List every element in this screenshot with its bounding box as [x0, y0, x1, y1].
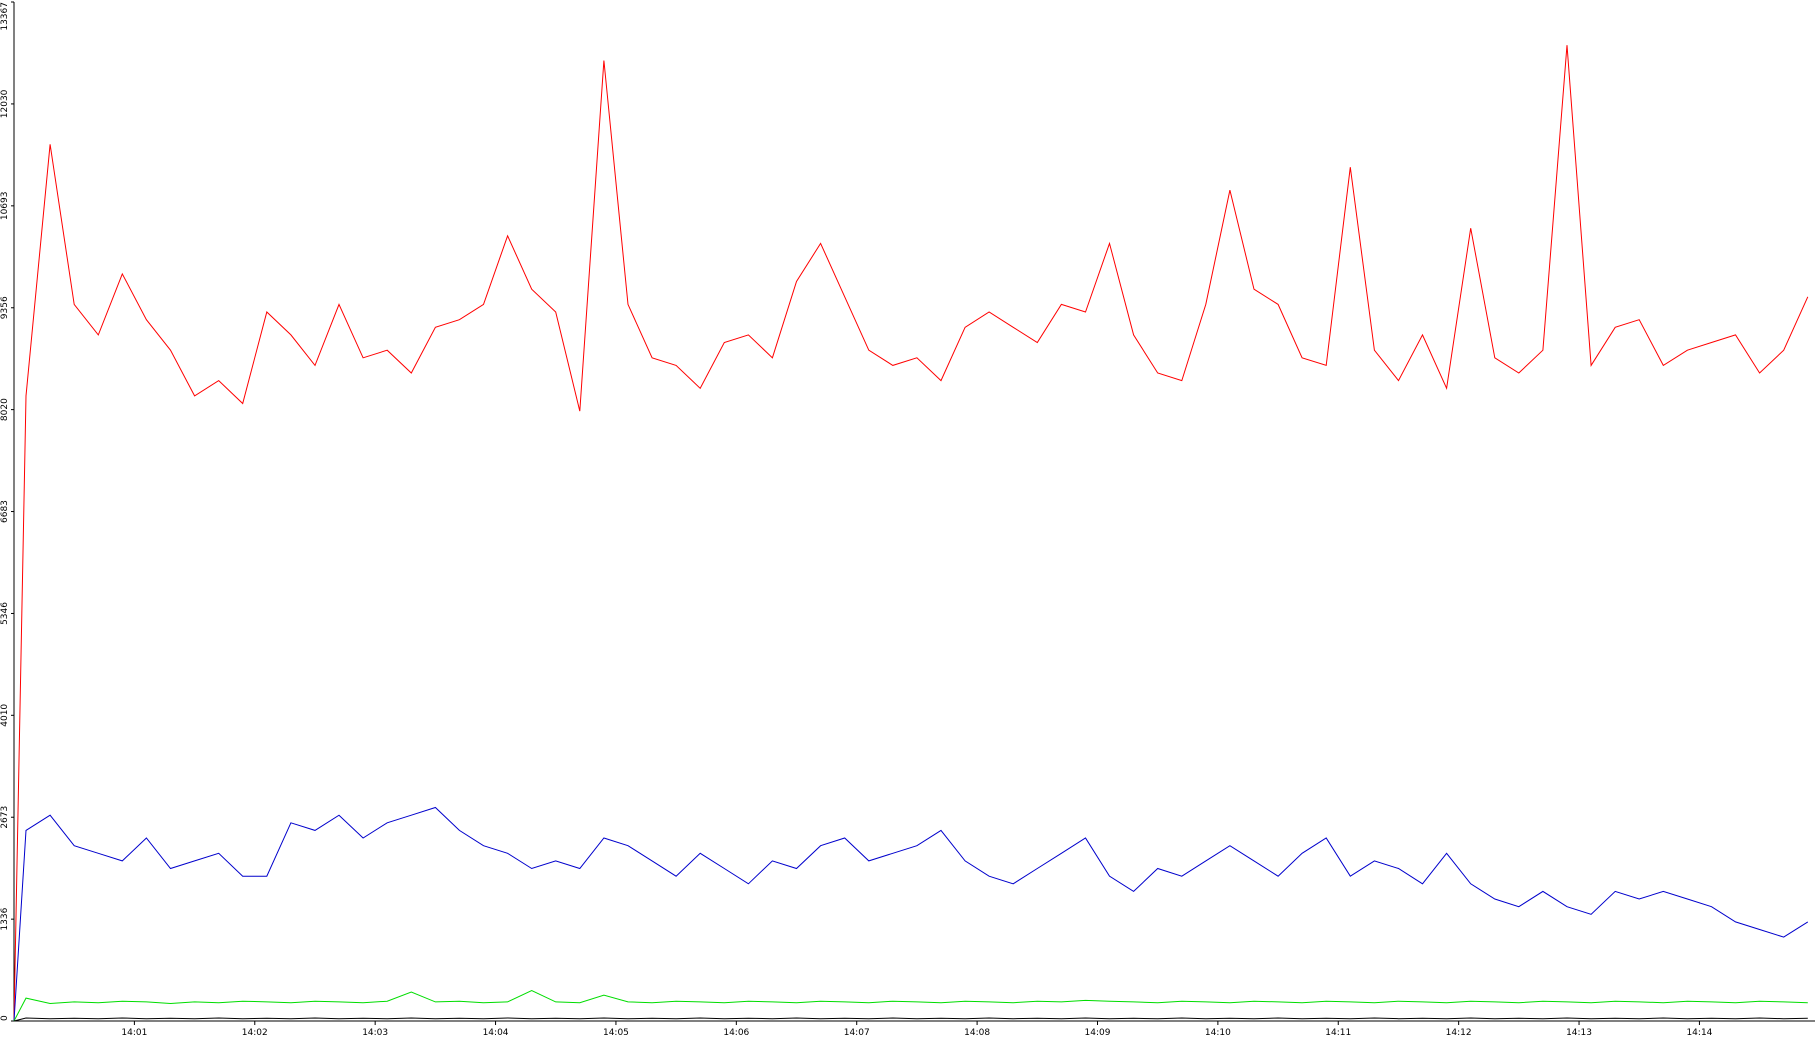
x-tick-label: 14:10	[1205, 1028, 1231, 1038]
y-tick-label: 13367	[0, 2, 10, 31]
y-tick-label: 10693	[0, 192, 10, 221]
y-tick-label: 1336	[0, 907, 10, 930]
x-tick-label: 14:14	[1686, 1028, 1712, 1038]
y-tick-label: 6683	[0, 500, 10, 523]
x-tick-label: 14:08	[964, 1028, 990, 1038]
series-line	[13, 45, 1809, 1022]
x-tick-label: 14:07	[844, 1028, 870, 1038]
x-tick-label: 14:13	[1566, 1028, 1592, 1038]
series-line	[13, 989, 1808, 1022]
series-line	[13, 1017, 1808, 1022]
y-tick-label: 9356	[0, 296, 10, 319]
y-tick-label: 8020	[0, 398, 10, 421]
x-tick-label: 14:11	[1325, 1028, 1351, 1038]
series-line	[13, 806, 1809, 1022]
x-tick-label: 14:09	[1085, 1028, 1111, 1038]
y-tick-label: 12030	[0, 89, 10, 118]
x-tick-label: 14:05	[603, 1028, 629, 1038]
y-tick-label: 0	[0, 1015, 10, 1021]
x-tick-label: 14:04	[483, 1028, 509, 1038]
y-tick-label: 2673	[0, 806, 10, 829]
x-tick-label: 14:06	[723, 1028, 749, 1038]
x-tick-label: 14:03	[362, 1028, 388, 1038]
x-tick-label: 14:01	[121, 1028, 147, 1038]
x-tick-label: 14:02	[242, 1028, 268, 1038]
y-tick-label: 4010	[0, 704, 10, 727]
y-tick-label: 5346	[0, 602, 10, 625]
x-tick-label: 14:12	[1446, 1028, 1472, 1038]
